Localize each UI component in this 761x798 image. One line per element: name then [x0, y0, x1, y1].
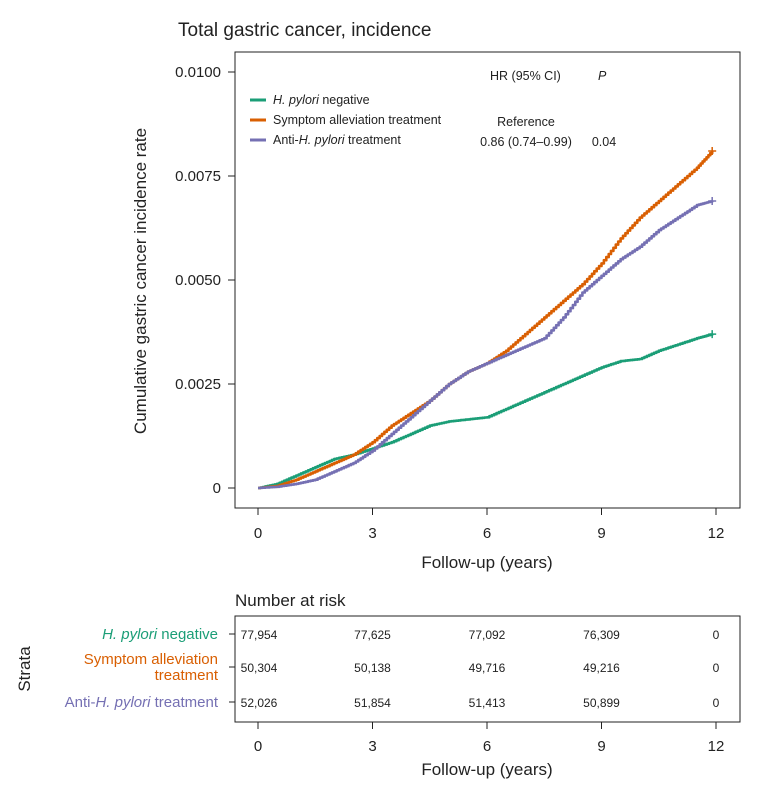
risk-cell: 49,216	[583, 661, 620, 675]
risk-cell: 51,413	[469, 696, 506, 710]
y-tick-label: 0.0050	[175, 272, 221, 289]
legend-hr: Reference	[497, 115, 555, 129]
label-part: Symptom alleviation	[84, 651, 218, 668]
risk-x-axis-label: Follow-up (years)	[421, 760, 552, 779]
risk-cell: 0	[713, 696, 720, 710]
label-part: treatment	[345, 133, 402, 147]
risk-x-tick-label: 9	[597, 738, 605, 755]
y-tick-label: 0.0075	[175, 168, 221, 185]
risk-x-tick-label: 0	[254, 738, 262, 755]
strata-label: Strata	[15, 646, 34, 692]
risk-cell: 52,026	[241, 696, 278, 710]
risk-cell: 77,092	[469, 628, 506, 642]
strata-row-label: H. pylori negative	[102, 626, 218, 643]
label-part: treatment	[150, 694, 218, 711]
risk-cell: 76,309	[583, 628, 620, 642]
series-line	[258, 200, 714, 490]
risk-cell: 50,138	[354, 661, 391, 675]
risk-x-tick-label: 6	[483, 738, 491, 755]
legend: HR (95% CI) P H. pylori negative Symptom …	[250, 69, 616, 149]
risk-x-tick-label: 3	[368, 738, 376, 755]
label-part: H. pylori	[102, 626, 158, 643]
risk-x-tick-label: 12	[708, 738, 725, 755]
label-part: negative	[157, 626, 218, 643]
censor-mark	[708, 330, 717, 339]
x-axis: 0 3 6 9 12	[254, 508, 725, 542]
hr-header: HR (95% CI)	[490, 69, 561, 83]
p-header: P	[598, 69, 607, 83]
legend-label: H. pylori negative	[273, 93, 370, 107]
label-part: H. pylori	[299, 133, 346, 147]
y-axis-label: Cumulative gastric cancer incidence rate	[131, 128, 150, 434]
series-line	[258, 333, 714, 490]
label-part: H. pylori	[95, 694, 151, 711]
x-tick-label: 3	[368, 525, 376, 542]
label-part: negative	[319, 93, 370, 107]
label-part: Anti-	[65, 694, 96, 711]
x-tick-label: 9	[597, 525, 605, 542]
risk-cell: 51,854	[354, 696, 391, 710]
x-tick-label: 12	[708, 525, 725, 542]
risk-cell: 0	[713, 628, 720, 642]
y-tick-label: 0.0100	[175, 64, 221, 81]
risk-table-title: Number at risk	[235, 591, 346, 610]
risk-cell: 0	[713, 661, 720, 675]
series-line	[258, 151, 714, 490]
legend-hr: 0.86 (0.74–0.99)	[480, 135, 572, 149]
x-axis-label: Follow-up (years)	[421, 553, 552, 572]
risk-x-axis: 0 3 6 9 12	[254, 722, 725, 755]
x-tick-label: 6	[483, 525, 491, 542]
y-tick-label: 0.0025	[175, 376, 221, 393]
risk-table-rows: H. pylori negative 77,954 77,625 77,092 76,3…	[65, 626, 720, 711]
legend-label: Anti-H. pylori treatment	[273, 133, 401, 147]
y-axis: 0 0.0025 0.0050 0.0075 0.0100	[175, 64, 235, 497]
strata-row-label: Anti-H. pylori treatment	[65, 694, 219, 711]
strata-row-label: treatment	[155, 667, 219, 684]
x-tick-label: 0	[254, 525, 262, 542]
label-part: treatment	[155, 667, 219, 684]
label-part: Symptom alleviation treatment	[273, 113, 442, 127]
series-lines	[258, 147, 717, 490]
y-tick-label: 0	[213, 480, 221, 497]
risk-cell: 77,954	[241, 628, 278, 642]
legend-label: Symptom alleviation treatment	[273, 113, 442, 127]
label-part: Anti-	[273, 133, 299, 147]
legend-p: 0.04	[592, 135, 616, 149]
strata-row-label: Symptom alleviation	[84, 651, 218, 668]
risk-cell: 49,716	[469, 661, 506, 675]
chart-title: Total gastric cancer, incidence	[178, 20, 431, 41]
label-part: H. pylori	[273, 93, 320, 107]
risk-cell: 77,625	[354, 628, 391, 642]
censor-mark	[708, 196, 717, 205]
risk-cell: 50,304	[241, 661, 278, 675]
risk-cell: 50,899	[583, 696, 620, 710]
censor-mark	[708, 147, 717, 156]
